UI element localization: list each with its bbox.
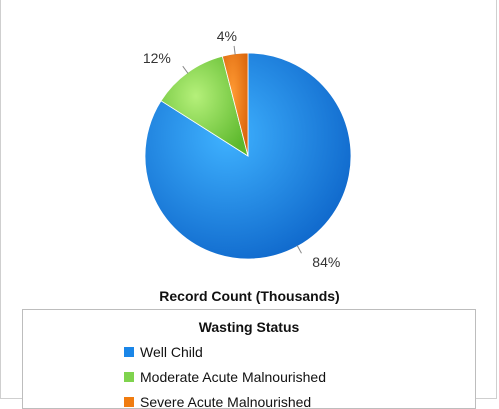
legend-swatch-moderate bbox=[124, 372, 134, 383]
legend-swatch-severe bbox=[124, 397, 134, 408]
pie-chart: 84% 12% 4% bbox=[143, 28, 352, 270]
chart-title: Record Count (Thousands) bbox=[159, 288, 340, 304]
legend-swatch-well-child bbox=[124, 347, 134, 358]
slice-leader-line bbox=[182, 65, 189, 74]
legend-label: Moderate Acute Malnourished bbox=[140, 369, 326, 385]
slice-label: 12% bbox=[143, 50, 171, 66]
slice-label: 84% bbox=[312, 254, 340, 270]
legend-item-moderate-acute-malnourished[interactable]: Moderate Acute Malnourished bbox=[124, 365, 475, 389]
slice-leader-line bbox=[296, 245, 302, 254]
legend-label: Severe Acute Malnourished bbox=[140, 394, 312, 409]
legend-label: Well Child bbox=[140, 344, 203, 360]
legend-item-well-child[interactable]: Well Child bbox=[124, 340, 475, 364]
slice-leader-line bbox=[233, 45, 236, 55]
legend: Wasting Status Well Child Moderate Acute… bbox=[22, 309, 476, 409]
slice-label: 4% bbox=[217, 28, 237, 44]
legend-title: Wasting Status bbox=[198, 319, 300, 335]
